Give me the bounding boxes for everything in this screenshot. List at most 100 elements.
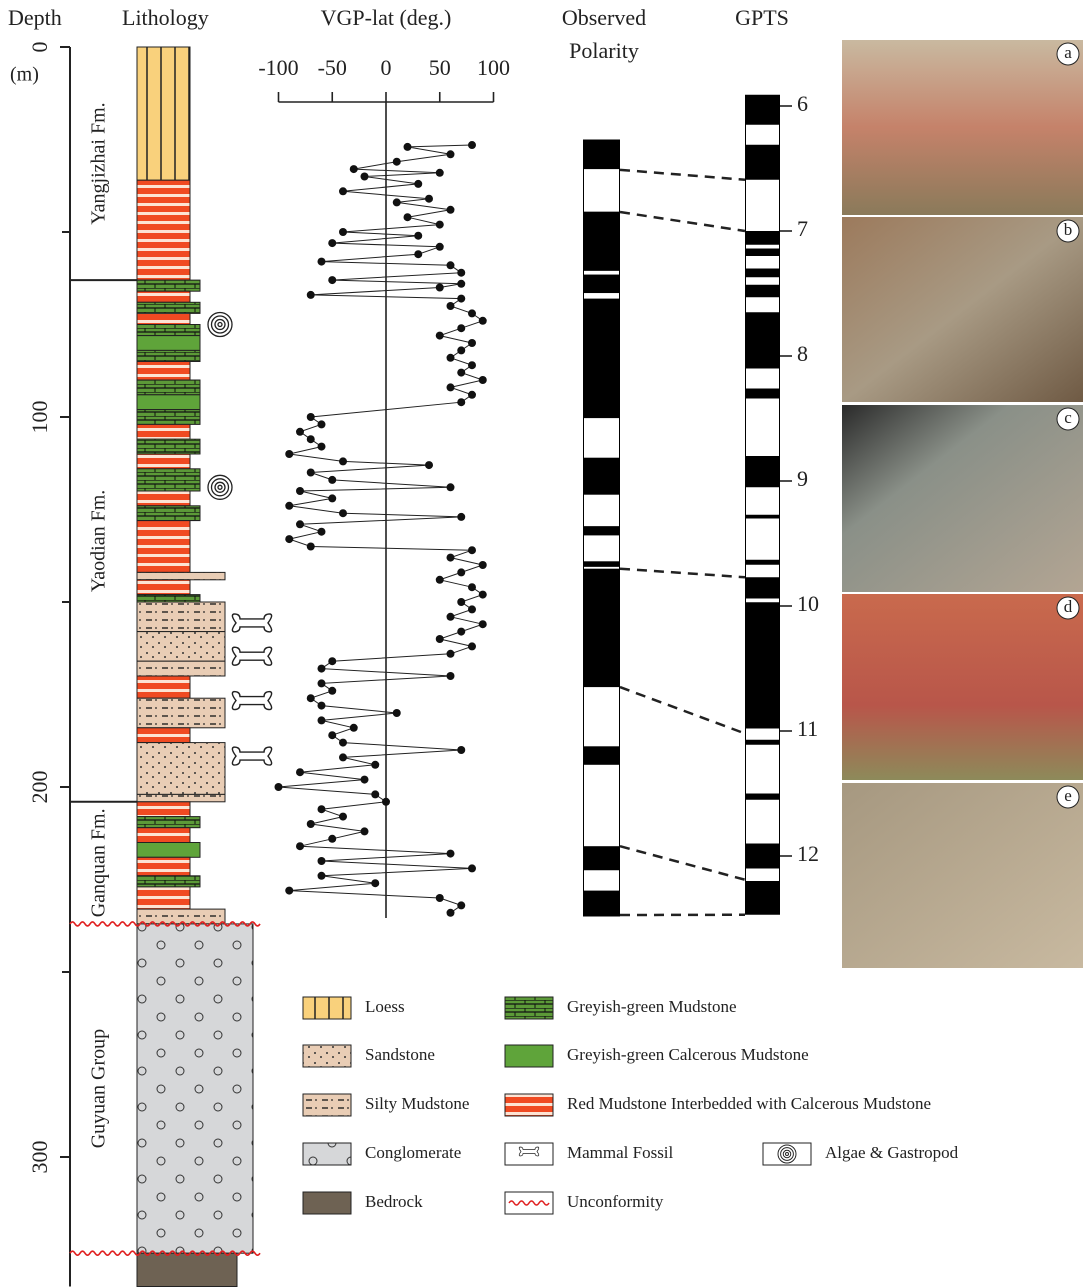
lithology-title: Lithology	[122, 5, 209, 30]
formation-label: Yaodian Fm.	[88, 490, 110, 592]
vgp-point	[275, 783, 283, 791]
vgp-point	[328, 731, 336, 739]
vgp-point	[328, 657, 336, 665]
vgp-point	[285, 887, 293, 895]
lithology-layer	[137, 876, 200, 887]
vgp-point	[425, 461, 433, 469]
vgp-point	[328, 835, 336, 843]
legend-label: Greyish-green Mudstone	[567, 997, 737, 1016]
vgp-tick-label: -100	[258, 55, 298, 80]
legend-label: Sandstone	[365, 1045, 435, 1064]
lithology-layer	[137, 743, 225, 795]
vgp-point	[285, 535, 293, 543]
vgp-point	[361, 827, 369, 835]
vgp-point	[425, 195, 433, 203]
legend-swatch	[303, 1045, 351, 1067]
vgp-point	[371, 790, 379, 798]
photo-label: d	[1064, 597, 1073, 616]
gpts-tick-label: 10	[797, 591, 819, 616]
vgp-point	[404, 143, 412, 151]
mammal-symbol	[232, 692, 271, 710]
vgp-point	[457, 346, 465, 354]
gpts-reversed	[746, 745, 779, 794]
legend-swatch	[505, 1094, 553, 1116]
vgp-point	[447, 150, 455, 158]
gpts-reversed	[746, 256, 779, 269]
reversed-interval	[584, 687, 619, 746]
lithology-layer	[137, 439, 200, 454]
vgp-point	[393, 198, 401, 206]
vgp-point	[296, 842, 304, 850]
vgp-point	[361, 776, 369, 784]
vgp-point	[328, 276, 336, 284]
vgp-point	[307, 413, 315, 421]
lithology-layer	[137, 924, 253, 1253]
lithology-layer	[137, 698, 225, 728]
lithology-layer	[137, 424, 190, 439]
lithology-layer	[137, 521, 190, 573]
mammal-symbol	[232, 647, 271, 665]
vgp-tick-label: 100	[477, 55, 510, 80]
lithology-layer	[137, 491, 190, 506]
vgp-point	[361, 173, 369, 181]
vgp-point	[404, 213, 412, 221]
vgp-point	[382, 798, 390, 806]
vgp-point	[479, 620, 487, 628]
gpts-reversed	[746, 125, 779, 145]
depth-unit: (m)	[10, 64, 39, 86]
vgp-point	[479, 376, 487, 384]
lithology-layer	[137, 572, 225, 579]
vgp-point	[436, 635, 444, 643]
legend-label: Greyish-green Calcerous Mudstone	[567, 1045, 809, 1064]
vgp-point	[318, 716, 326, 724]
gpts-reversed	[746, 599, 779, 603]
vgp-point	[447, 354, 455, 362]
gpts-reversed	[746, 180, 779, 231]
vgp-point	[447, 206, 455, 214]
vgp-point	[468, 864, 476, 872]
lithology-layer	[137, 506, 200, 521]
vgp-point	[296, 487, 304, 495]
vgp-point	[457, 295, 465, 303]
vgp-point	[457, 513, 465, 521]
spiral-ring	[212, 479, 229, 496]
depth-tick-label: 0	[27, 42, 52, 53]
gpts-reversed	[746, 800, 779, 844]
legend-label: Red Mudstone Interbedded with Calcerous …	[567, 1094, 931, 1113]
vgp-point	[318, 258, 326, 266]
vgp-point	[447, 850, 455, 858]
gpts-tick-label: 8	[797, 341, 808, 366]
vgp-point	[339, 509, 347, 517]
reversed-interval	[584, 418, 619, 458]
photo-label: b	[1064, 220, 1073, 239]
reversed-interval	[584, 765, 619, 846]
vgp-tick-label: 50	[429, 55, 451, 80]
vgp-point	[447, 483, 455, 491]
algae-symbol	[208, 475, 232, 499]
vgp-point	[285, 450, 293, 458]
vgp-tick-label: 0	[381, 55, 392, 80]
vgp-point	[457, 398, 465, 406]
vgp-point	[457, 746, 465, 754]
gpts-reversed	[746, 869, 779, 882]
reversed-interval	[584, 271, 619, 275]
lithology-layer	[137, 887, 190, 909]
reversed-interval	[584, 495, 619, 526]
vgp-point	[436, 894, 444, 902]
vgp-point	[468, 546, 476, 554]
lithology-layer	[137, 336, 200, 351]
gpts-reversed	[746, 277, 779, 285]
vgp-point	[468, 642, 476, 650]
lithology-layer	[137, 180, 190, 280]
vgp-point	[457, 568, 465, 576]
lithology-layer	[137, 857, 190, 876]
lithology-layer	[137, 395, 200, 410]
reversed-interval	[584, 870, 619, 890]
vgp-point	[296, 428, 304, 436]
gpts-tick-label: 9	[797, 466, 808, 491]
lithology-layer	[137, 325, 200, 336]
vgp-point	[339, 187, 347, 195]
vgp-point	[457, 280, 465, 288]
vgp-point	[457, 369, 465, 377]
legend-swatch	[763, 1143, 811, 1165]
